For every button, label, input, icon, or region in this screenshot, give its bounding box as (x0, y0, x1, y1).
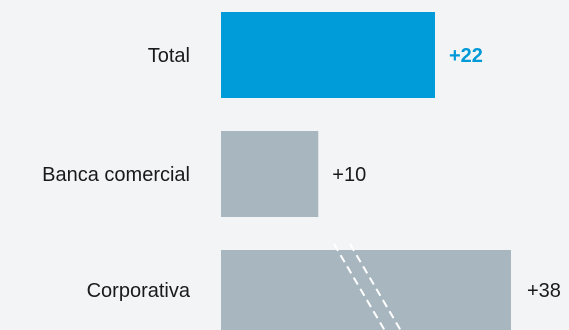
bar-corporativa (221, 250, 511, 330)
axis-break-line-1 (333, 243, 386, 330)
bars-group (221, 12, 511, 330)
labels-group: Total +22 Banca comercial +10 Corporativa +38 (42, 45, 561, 302)
category-label-corporativa: Corporativa (87, 280, 191, 302)
value-label-corporativa: +38 (527, 280, 561, 302)
value-label-banca-comercial: +10 (332, 164, 366, 186)
category-label-total: Total (148, 45, 190, 67)
bar-banca-comercial (221, 131, 319, 217)
axis-break-line-2 (349, 243, 402, 330)
bar-total (221, 12, 435, 98)
category-label-banca-comercial: Banca comercial (42, 164, 190, 186)
value-label-total: +22 (449, 45, 483, 67)
